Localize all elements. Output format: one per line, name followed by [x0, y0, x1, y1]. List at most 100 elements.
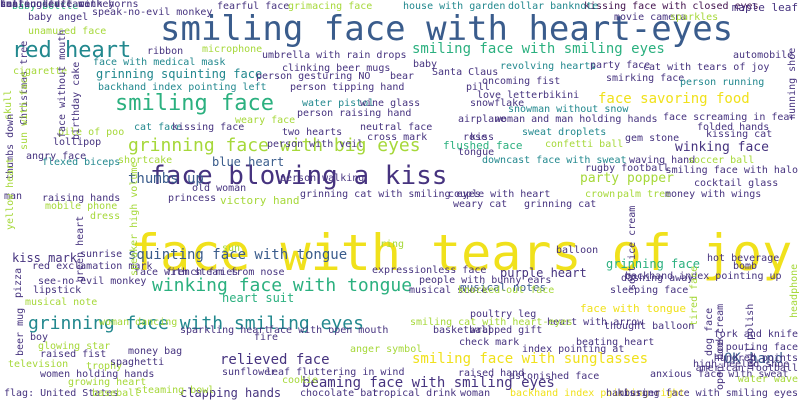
cloud-word: two hearts [282, 127, 343, 138]
cloud-word: grinning cat [524, 199, 597, 210]
cloud-word: pile of poo [58, 127, 125, 138]
cloud-word: nail polish [745, 303, 756, 370]
cloud-word: backhand index pointing up [625, 271, 782, 282]
cloud-word: red exclamation mark [32, 261, 153, 272]
cloud-word: face with tongue [580, 302, 686, 315]
cloud-word: astonished face [509, 371, 600, 382]
cloud-word: face with steam from nose [134, 267, 285, 278]
cloud-word: baby [413, 59, 438, 70]
cloud-word: dress [90, 211, 121, 222]
cloud-word: sun with face [19, 71, 30, 150]
cloud-word: OK hand [724, 351, 784, 367]
cloud-word: sun [222, 243, 241, 254]
cloud-word: grinning face [606, 257, 700, 271]
cloud-word: winking face [675, 140, 769, 155]
cloud-word: open book [715, 335, 726, 390]
cloud-word: old woman [192, 183, 247, 194]
cloud-word: ribbon [147, 46, 184, 57]
cloud-word: thought balloon [604, 321, 695, 332]
cloud-word: person running [680, 77, 765, 88]
cloud-word: airplane [458, 114, 507, 125]
cloud-word: snowflake [470, 98, 525, 109]
cloud-word: bear [390, 71, 415, 82]
cloud-word: growing heart [68, 377, 147, 388]
cloud-word: grinning cat with smiling eyes [300, 189, 481, 200]
cloud-word: bomb [733, 261, 758, 272]
cloud-word: tongue [458, 147, 495, 158]
cloud-word: green heart [75, 215, 86, 282]
cloud-word: check mark [459, 337, 520, 348]
cloud-word: mobile phone [45, 201, 118, 212]
cloud-word: high-heeled shoe [693, 359, 790, 370]
cloud-word: kissing face [172, 122, 245, 133]
cloud-word: musical note [25, 297, 98, 308]
cloud-word: party face [590, 60, 651, 71]
cloud-word: glowing star [38, 341, 111, 352]
cloud-word: Santa Claus [432, 67, 499, 78]
cloud-word: grinning squinting face [96, 67, 263, 81]
cloud-word: blue heart [212, 155, 285, 169]
cloud-word: wine glass [360, 98, 421, 109]
cloud-word: confounded face [0, 0, 91, 10]
cloud-word: beer mug [15, 307, 26, 356]
cloud-word: birthday cake [71, 61, 82, 140]
cloud-word: face without mouth [57, 29, 68, 138]
cloud-word: couple with heart [448, 189, 551, 200]
cloud-word: shortcake [118, 155, 173, 166]
cloud-word: smiling face with horns [0, 0, 139, 10]
cloud-word: angry face [26, 151, 87, 162]
cloud-word: flag: United States [4, 388, 119, 399]
cloud-word: knocked-out face [458, 285, 555, 296]
cloud-word: person with veil [267, 139, 364, 150]
cloud-word: lollipop [53, 137, 102, 148]
cloud-word: water wave [737, 374, 798, 385]
cloud-word: woman dancing [99, 317, 178, 328]
cloud-word: rose [463, 132, 488, 143]
cloud-word: ring [380, 239, 405, 250]
cloud-word: maple leaf [731, 1, 798, 14]
cloud-word: cat with tears of joy [643, 62, 770, 73]
cloud-word: expressionless face [372, 265, 487, 276]
cloud-word: microphone [202, 44, 263, 55]
cloud-word: women holding hands [40, 369, 155, 380]
cloud-word: french fries [166, 267, 239, 278]
cloud-word: smiling face with heart-eyes [160, 9, 734, 49]
cloud-word: cocktail glass [694, 178, 779, 189]
cloud-word: man [4, 191, 23, 202]
cloud-word: american football [695, 363, 798, 374]
cloud-word: backhand index pointing left [98, 82, 267, 93]
cloud-word: purple heart [500, 266, 587, 280]
cloud-word: soft ice cream [627, 205, 638, 290]
cloud-word: kissing face with closed eyes [584, 1, 759, 12]
cloud-word: grinning face with big eyes [128, 135, 421, 156]
cloud-word: face with medical mask [93, 57, 226, 68]
cloud-word: grinning face with smiling eyes [28, 313, 364, 334]
cloud-word: boy [30, 332, 49, 343]
cloud-word: revolving hearts [500, 61, 597, 72]
cloud-word: dollar banknote [508, 1, 599, 12]
cloud-word: winking face with tongue [152, 275, 413, 296]
cloud-word: party popper [580, 171, 674, 186]
cloud-word: spaghetti [110, 357, 165, 368]
cloud-word: anger symbol [350, 344, 423, 355]
cloud-word: baby bottle [12, 1, 79, 12]
cloud-word: beaming face with smiling eyes [302, 375, 555, 391]
cloud-word: fearful face [217, 1, 290, 12]
cloud-word: heart with arrow [547, 317, 644, 328]
cloud-word: chocolate bar [300, 388, 379, 399]
cloud-word: flushed face [443, 139, 523, 152]
cloud-word: love letter [477, 90, 544, 101]
cloud-word: hot beverage [707, 253, 780, 264]
cloud-word: rugby football [585, 163, 670, 174]
cloud-word: sparkling heart [180, 325, 271, 336]
cloud-word: headphone [789, 263, 800, 318]
cloud-word: person walking [280, 173, 365, 184]
cloud-word: umbrella with rain drops [262, 50, 407, 61]
cloud-word: thumbs up [128, 171, 204, 187]
cloud-word: neutral face [360, 122, 433, 133]
cloud-word: face with tears of joy [130, 224, 793, 282]
cloud-word: sunrise [80, 249, 123, 260]
cloud-word: cat face [134, 122, 183, 133]
cloud-word: pizza [13, 267, 24, 298]
cloud-word: confetti ball [545, 139, 624, 150]
